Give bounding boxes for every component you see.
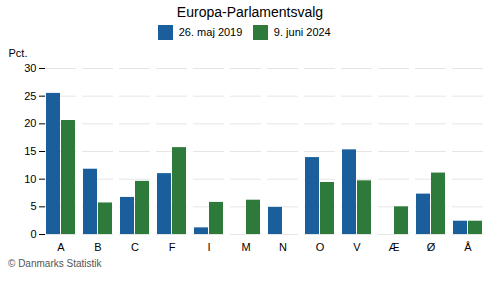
- html-text:9. juni 2024: 9. juni 2024: [273, 26, 331, 39]
- svg-text:N: N: [279, 241, 287, 253]
- svg-text:Ø: Ø: [427, 241, 436, 253]
- svg-text:Pct.: Pct.: [9, 47, 28, 59]
- svg-text:30: 30: [24, 62, 36, 74]
- html-text:26. maj 2019: 26. maj 2019: [178, 26, 243, 39]
- html-text:Europa-Parlamentsvalg: Europa-Parlamentsvalg: [176, 4, 324, 20]
- svg-text:F: F: [169, 241, 176, 253]
- svg-text:5: 5: [30, 200, 36, 212]
- svg-text:O: O: [316, 241, 325, 253]
- svg-text:Å: Å: [464, 241, 472, 253]
- svg-text:15: 15: [24, 145, 36, 157]
- svg-text:25: 25: [24, 90, 36, 102]
- svg-text:C: C: [131, 241, 139, 253]
- svg-text:20: 20: [24, 117, 36, 129]
- svg-text:B: B: [94, 241, 101, 253]
- svg-text:Æ: Æ: [389, 241, 400, 253]
- svg-text:I: I: [207, 241, 210, 253]
- svg-text:A: A: [57, 241, 65, 253]
- svg-text:V: V: [353, 241, 361, 253]
- svg-text:10: 10: [24, 173, 36, 185]
- html-text:© Danmarks Statistik: © Danmarks Statistik: [8, 258, 102, 269]
- svg-text:0: 0: [30, 228, 36, 240]
- svg-text:M: M: [241, 241, 250, 253]
